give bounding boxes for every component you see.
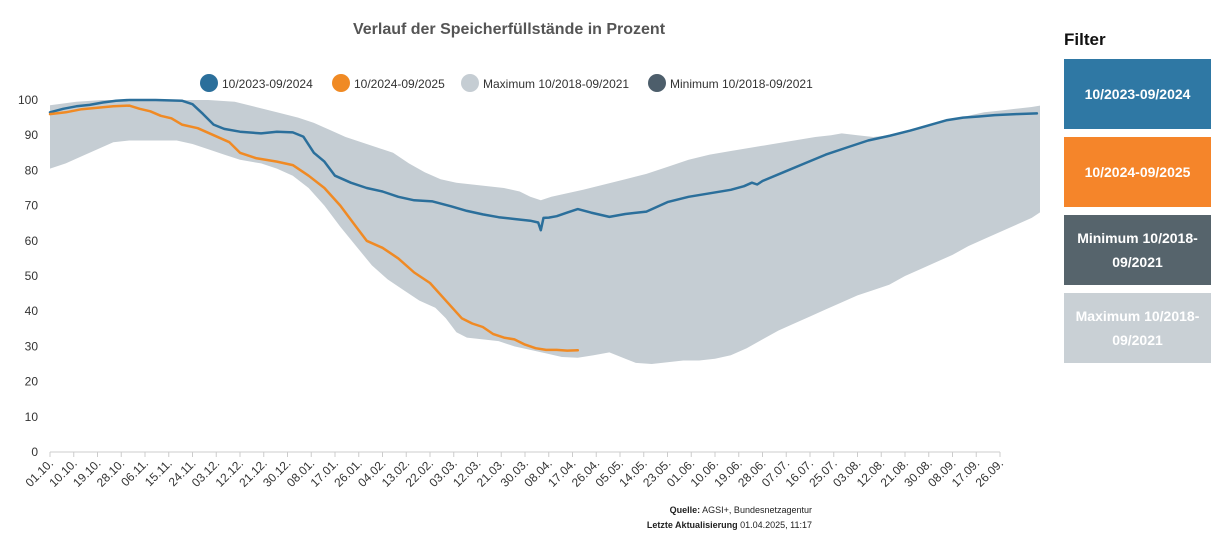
legend-item-2024-2025-label: 10/2024-09/2025 <box>354 77 445 91</box>
source-label: Quelle: <box>669 505 701 515</box>
x-tick-label: 28.10. <box>94 456 127 489</box>
filter-button-maximum[interactable]: Maximum 10/2018-09/2021 <box>1064 293 1211 363</box>
source-value: AGSI+, Bundesnetzagentur <box>702 505 812 515</box>
update-value: 01.04.2025, 11:17 <box>740 520 812 530</box>
filter-button-2023-2024[interactable]: 10/2023-09/2024 <box>1064 59 1211 129</box>
y-tick-label: 60 <box>25 234 39 248</box>
legend-item-minimum-marker <box>648 74 666 92</box>
legend-item-2023-2024-marker <box>200 74 218 92</box>
range-band-max-min <box>50 100 1040 364</box>
y-tick-label: 0 <box>31 445 38 459</box>
y-tick-label: 90 <box>25 128 39 142</box>
y-tick-label: 30 <box>25 339 39 353</box>
chart-svg: Verlauf der Speicherfüllstände in Prozen… <box>18 21 1040 490</box>
legend-item-2024-2025-marker <box>332 74 350 92</box>
legend-item-maximum-label: Maximum 10/2018-09/2021 <box>483 77 629 91</box>
filter-title: Filter <box>1064 30 1106 49</box>
y-tick-label: 10 <box>25 410 39 424</box>
legend-item-minimum-label: Minimum 10/2018-09/2021 <box>670 77 813 91</box>
legend-item-maximum-marker <box>461 74 479 92</box>
y-tick-label: 100 <box>18 93 38 107</box>
chart-area: Verlauf der Speicherfüllstände in Prozen… <box>18 21 1040 530</box>
y-tick-label: 80 <box>25 163 39 177</box>
y-tick-label: 70 <box>25 199 39 213</box>
series-line-2023-2024 <box>48 98 1039 232</box>
chart-title: Verlauf der Speicherfüllstände in Prozen… <box>353 21 666 38</box>
source-line: Quelle: AGSI+, Bundesnetzagentur <box>670 505 812 515</box>
update-line: Letzte Aktualisierung 01.04.2025, 11:17 <box>647 520 812 530</box>
filter-button-minimum[interactable]: Minimum 10/2018-09/2021 <box>1064 215 1211 285</box>
y-tick-label: 20 <box>25 375 39 389</box>
filter-button-2024-2025[interactable]: 10/2024-09/2025 <box>1064 137 1211 207</box>
update-label: Letzte Aktualisierung <box>646 520 738 530</box>
y-tick-label: 40 <box>25 304 39 318</box>
y-tick-label: 50 <box>25 269 39 283</box>
series-line-2024-2025 <box>48 104 580 352</box>
filter-panel: Filter 10/2023-09/2024 10/2024-09/2025 M… <box>1064 30 1211 371</box>
x-tick-label: 26.09. <box>973 456 1006 489</box>
legend-item-2023-2024-label: 10/2023-09/2024 <box>222 77 313 91</box>
